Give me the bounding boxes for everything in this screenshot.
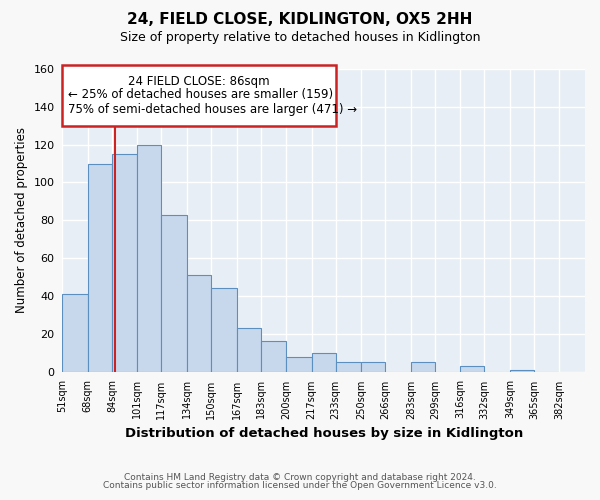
Text: 24 FIELD CLOSE: 86sqm: 24 FIELD CLOSE: 86sqm (128, 74, 270, 88)
Text: ← 25% of detached houses are smaller (159): ← 25% of detached houses are smaller (15… (68, 88, 334, 101)
Bar (510, 370, 534, 372)
Bar (88, 164, 112, 372)
Bar (286, 356, 311, 372)
Bar (137, 144, 161, 372)
Bar (112, 154, 137, 372)
Bar (361, 362, 385, 372)
Bar (260, 342, 286, 372)
Text: Contains public sector information licensed under the Open Government Licence v3: Contains public sector information licen… (103, 482, 497, 490)
Bar (62, 65, 335, 126)
Bar (211, 288, 236, 372)
Text: Size of property relative to detached houses in Kidlington: Size of property relative to detached ho… (120, 31, 480, 44)
Bar (161, 214, 187, 372)
Bar (460, 366, 484, 372)
Bar (62, 294, 88, 372)
Bar (411, 362, 435, 372)
Bar (311, 352, 335, 372)
Bar (335, 362, 361, 372)
Text: 75% of semi-detached houses are larger (471) →: 75% of semi-detached houses are larger (… (68, 103, 358, 116)
Bar (187, 275, 211, 372)
Y-axis label: Number of detached properties: Number of detached properties (15, 128, 28, 314)
Bar (236, 328, 260, 372)
Text: Contains HM Land Registry data © Crown copyright and database right 2024.: Contains HM Land Registry data © Crown c… (124, 472, 476, 482)
X-axis label: Distribution of detached houses by size in Kidlington: Distribution of detached houses by size … (125, 427, 523, 440)
Text: 24, FIELD CLOSE, KIDLINGTON, OX5 2HH: 24, FIELD CLOSE, KIDLINGTON, OX5 2HH (127, 12, 473, 28)
